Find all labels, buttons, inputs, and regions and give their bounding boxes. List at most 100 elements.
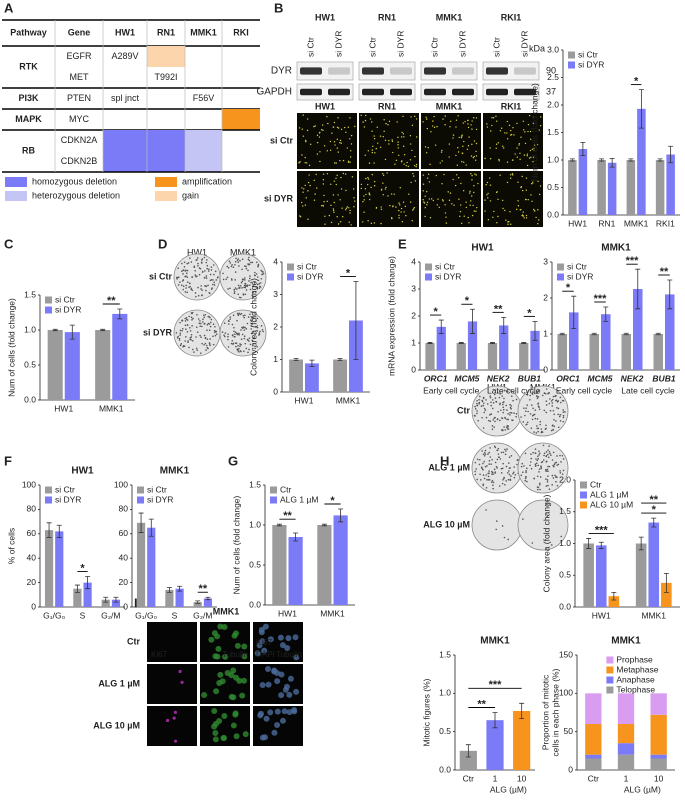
culture-plate xyxy=(471,499,523,551)
colony xyxy=(197,286,199,289)
micrograph-cell xyxy=(367,220,369,222)
colony xyxy=(515,412,518,415)
bar xyxy=(95,330,111,400)
colony xyxy=(254,281,256,283)
error-bar xyxy=(611,591,617,601)
micrograph-cell xyxy=(423,201,425,203)
micrograph-cell xyxy=(232,711,239,718)
colony xyxy=(491,473,493,475)
micrograph-cell xyxy=(201,692,208,699)
blot-frame xyxy=(296,61,354,81)
colony xyxy=(177,276,180,278)
colony xyxy=(491,407,494,410)
colony xyxy=(492,481,495,484)
y-tick-label: 4 xyxy=(273,256,278,266)
micrograph-cell xyxy=(521,189,524,192)
micrograph-cell xyxy=(349,156,352,158)
colony xyxy=(205,261,208,264)
colony xyxy=(208,292,211,294)
micrograph-cell xyxy=(454,184,457,187)
micrograph-cell xyxy=(532,116,535,119)
colony xyxy=(530,457,533,460)
blot-condition: si Ctr xyxy=(429,37,439,57)
colony xyxy=(249,277,251,280)
micrograph-cell xyxy=(313,199,316,201)
colony xyxy=(507,412,509,415)
legend-swatch xyxy=(270,486,277,494)
micrograph xyxy=(359,171,419,227)
x-axis-label: ALG (µM) xyxy=(490,784,527,794)
colony xyxy=(525,470,527,472)
colony xyxy=(545,411,548,414)
colony xyxy=(537,430,539,433)
micrograph-cell xyxy=(501,199,504,202)
micrograph-cell xyxy=(362,121,364,123)
colony xyxy=(221,331,224,333)
bar xyxy=(513,710,531,770)
micrograph-cell xyxy=(281,708,288,715)
micrograph-cell xyxy=(324,215,326,217)
bar xyxy=(64,332,80,400)
error-bar xyxy=(623,332,629,336)
colony xyxy=(244,282,247,285)
error-bar xyxy=(667,279,673,310)
pathway-label: RB xyxy=(22,145,35,155)
micrograph-cell xyxy=(449,126,451,128)
bar-segment xyxy=(585,693,602,724)
channel-label: Tubulin xyxy=(276,650,302,659)
colony xyxy=(526,404,529,406)
micrograph-cell xyxy=(520,136,522,138)
micrograph-cell xyxy=(526,155,528,157)
colony xyxy=(203,256,206,259)
significance-label: * xyxy=(330,495,335,507)
colony xyxy=(243,329,245,331)
micrograph-cell xyxy=(422,190,424,192)
colony xyxy=(227,319,230,322)
colony xyxy=(546,479,549,481)
micrograph-cell xyxy=(388,140,390,142)
error-bar xyxy=(293,532,299,542)
y-tick-label: 0.5 xyxy=(547,182,559,192)
colony xyxy=(536,488,539,491)
legend-label: si Ctr xyxy=(567,261,587,271)
micrograph-cell xyxy=(430,131,432,133)
micrograph-cell xyxy=(518,142,521,145)
micrograph-cell xyxy=(532,161,534,163)
colony xyxy=(205,289,207,292)
micrograph-cell xyxy=(349,117,351,119)
blot-frame xyxy=(296,83,354,101)
colony xyxy=(513,466,515,468)
colony xyxy=(213,284,216,286)
micrograph-cell xyxy=(363,211,365,213)
micrograph xyxy=(147,664,197,704)
micrograph-cell xyxy=(336,147,339,149)
micrograph-cell xyxy=(307,190,309,192)
colony xyxy=(198,322,201,325)
micrograph-cell xyxy=(511,173,514,175)
bar xyxy=(633,289,643,370)
error-bar xyxy=(438,319,444,334)
group-label: Early cell cycle xyxy=(556,385,612,395)
colony xyxy=(546,503,548,506)
colony xyxy=(541,431,544,433)
micrograph-cell xyxy=(432,120,434,122)
micrograph-cell xyxy=(348,221,350,223)
colony xyxy=(483,402,485,405)
error-bar xyxy=(321,523,327,527)
micrograph-cell xyxy=(484,157,486,160)
micrograph-cell xyxy=(369,118,372,120)
blot-condition: si DYR xyxy=(333,31,343,57)
micrograph-cell xyxy=(392,151,394,154)
colony xyxy=(223,334,225,337)
colony xyxy=(503,389,506,392)
micrograph-cell xyxy=(316,141,319,144)
colony xyxy=(185,336,187,338)
y-tick-label: 150 xyxy=(559,649,573,659)
colony xyxy=(230,265,233,268)
colony xyxy=(224,332,227,334)
bar xyxy=(55,531,64,607)
colony xyxy=(559,401,562,404)
colony xyxy=(227,338,229,341)
table-cell-fill xyxy=(147,46,185,67)
x-tick-label: HW1 xyxy=(295,395,314,405)
